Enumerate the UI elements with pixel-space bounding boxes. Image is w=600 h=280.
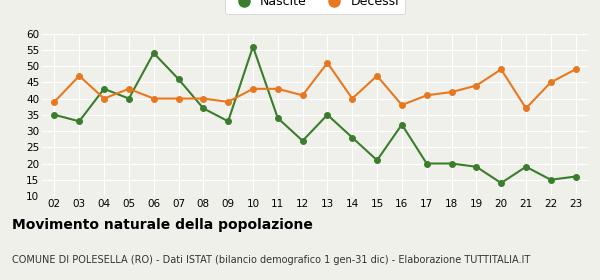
Nascite [51, 113, 58, 116]
Text: COMUNE DI POLESELLA (RO) - Dati ISTAT (bilancio demografico 1 gen-31 dic) - Elab: COMUNE DI POLESELLA (RO) - Dati ISTAT (b… [12, 255, 530, 265]
Nascite [349, 136, 356, 139]
Nascite [76, 120, 83, 123]
Decessi [373, 74, 380, 78]
Decessi [349, 97, 356, 100]
Decessi [51, 100, 58, 104]
Nascite [274, 116, 281, 120]
Nascite [572, 175, 579, 178]
Decessi [423, 94, 430, 97]
Legend: Nascite, Decessi: Nascite, Decessi [225, 0, 405, 14]
Decessi [175, 97, 182, 100]
Line: Nascite: Nascite [52, 44, 578, 186]
Nascite [250, 45, 257, 48]
Decessi [150, 97, 157, 100]
Nascite [324, 113, 331, 116]
Nascite [523, 165, 530, 169]
Decessi [125, 87, 133, 90]
Text: Movimento naturale della popolazione: Movimento naturale della popolazione [12, 218, 313, 232]
Nascite [547, 178, 554, 181]
Nascite [150, 52, 157, 55]
Nascite [224, 120, 232, 123]
Nascite [373, 158, 380, 162]
Decessi [448, 90, 455, 94]
Nascite [448, 162, 455, 165]
Nascite [100, 87, 107, 90]
Decessi [547, 81, 554, 84]
Decessi [473, 84, 480, 87]
Decessi [100, 97, 107, 100]
Decessi [299, 94, 306, 97]
Decessi [250, 87, 257, 90]
Nascite [200, 107, 207, 110]
Decessi [324, 61, 331, 64]
Decessi [572, 68, 579, 71]
Nascite [423, 162, 430, 165]
Nascite [299, 139, 306, 143]
Decessi [76, 74, 83, 78]
Decessi [224, 100, 232, 104]
Nascite [398, 123, 406, 126]
Nascite [125, 97, 133, 100]
Decessi [497, 68, 505, 71]
Nascite [473, 165, 480, 169]
Decessi [274, 87, 281, 90]
Nascite [497, 181, 505, 185]
Decessi [398, 103, 406, 107]
Line: Decessi: Decessi [52, 60, 578, 111]
Nascite [175, 77, 182, 81]
Decessi [200, 97, 207, 100]
Decessi [523, 107, 530, 110]
